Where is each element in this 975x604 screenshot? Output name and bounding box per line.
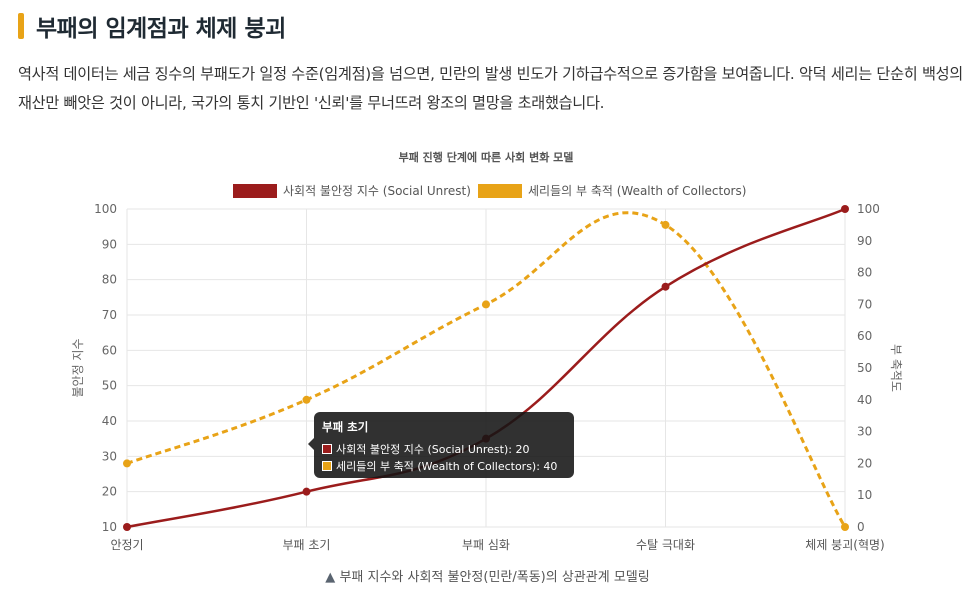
y-right-tick-label: 80 xyxy=(857,266,872,280)
y-left-tick-label: 30 xyxy=(102,449,117,463)
y-right-tick-label: 50 xyxy=(857,361,872,375)
legend-swatch-wealth xyxy=(478,184,522,198)
y-right-tick-label: 60 xyxy=(857,329,872,343)
tooltip-text-wealth: 세리들의 부 축적 (Wealth of Collectors): 40 xyxy=(336,459,558,473)
data-point-unrest xyxy=(123,523,131,531)
y-right-tick-label: 10 xyxy=(857,488,872,502)
y-right-tick-label: 100 xyxy=(857,202,880,216)
data-point-unrest xyxy=(841,205,849,213)
data-point-wealth xyxy=(661,220,670,229)
y-left-tick-label: 40 xyxy=(102,414,117,428)
y-left-tick-label: 20 xyxy=(102,485,117,499)
y-right-axis-title: 부 축적도 xyxy=(889,344,903,392)
x-tick-label: 체제 붕괴(혁명) xyxy=(805,538,884,552)
y-left-tick-label: 70 xyxy=(102,308,117,322)
data-point-wealth xyxy=(302,395,311,404)
x-tick-label: 부패 초기 xyxy=(283,538,331,552)
data-point-unrest xyxy=(302,487,311,496)
x-tick-label: 수탈 극대화 xyxy=(636,538,695,552)
y-left-tick-label: 90 xyxy=(102,237,117,251)
y-left-tick-label: 50 xyxy=(102,379,117,393)
legend-swatch-unrest xyxy=(233,184,277,198)
chart-tooltip: 부패 초기 사회적 불안정 지수 (Social Unrest): 20 세리들… xyxy=(308,412,574,478)
y-right-tick-label: 90 xyxy=(857,234,872,248)
tooltip-swatch-unrest xyxy=(322,443,332,454)
data-point-wealth xyxy=(841,523,849,531)
y-right-tick-label: 0 xyxy=(857,520,865,534)
data-point-wealth xyxy=(123,459,131,468)
chart-title: 부패 진행 단계에 따른 사회 변화 모델 xyxy=(399,150,574,164)
y-right-tick-label: 40 xyxy=(857,393,872,407)
tooltip-title: 부패 초기 xyxy=(322,420,369,434)
x-tick-label: 안정기 xyxy=(110,538,143,552)
legend-label-wealth: 세리들의 부 축적 (Wealth of Collectors) xyxy=(528,184,746,198)
y-right-tick-label: 20 xyxy=(857,456,872,470)
heading-accent-bar xyxy=(18,13,24,39)
y-right-tick-label: 70 xyxy=(857,297,872,311)
page-description: 역사적 데이터는 세금 징수의 부패도가 일정 수준(임계점)을 넘으면, 민란… xyxy=(18,65,963,112)
x-tick-label: 부패 심화 xyxy=(462,538,510,552)
triangle-icon: ▲ xyxy=(325,570,336,585)
y-left-tick-label: 80 xyxy=(102,273,117,287)
y-left-tick-label: 10 xyxy=(102,520,117,534)
legend-label-unrest: 사회적 불안정 지수 (Social Unrest) xyxy=(283,184,471,198)
tooltip-swatch-wealth xyxy=(322,460,332,471)
tooltip-row-unrest: 사회적 불안정 지수 (Social Unrest): 20 xyxy=(322,440,566,457)
tooltip-caret xyxy=(308,438,314,450)
data-point-unrest xyxy=(661,282,670,291)
page-heading: 부패의 임계점과 체제 붕괴 xyxy=(18,6,286,46)
y-left-tick-label: 60 xyxy=(102,343,117,357)
series-line-wealth xyxy=(126,211,847,528)
page-title: 부패의 임계점과 체제 붕괴 xyxy=(36,16,286,42)
y-left-axis-title: 불안정 지수 xyxy=(71,338,85,397)
caption-text: 부패 지수와 사회적 불안정(민란/폭동)의 상관관계 모델링 xyxy=(339,570,650,585)
tooltip-text-unrest: 사회적 불안정 지수 (Social Unrest): 20 xyxy=(336,442,530,456)
y-left-tick-label: 100 xyxy=(94,202,117,216)
data-point-wealth xyxy=(482,300,490,309)
y-right-tick-label: 30 xyxy=(857,425,872,439)
tooltip-row-wealth: 세리들의 부 축적 (Wealth of Collectors): 40 xyxy=(322,457,566,474)
chart-caption: ▲ 부패 지수와 사회적 불안정(민란/폭동)의 상관관계 모델링 xyxy=(0,566,975,585)
